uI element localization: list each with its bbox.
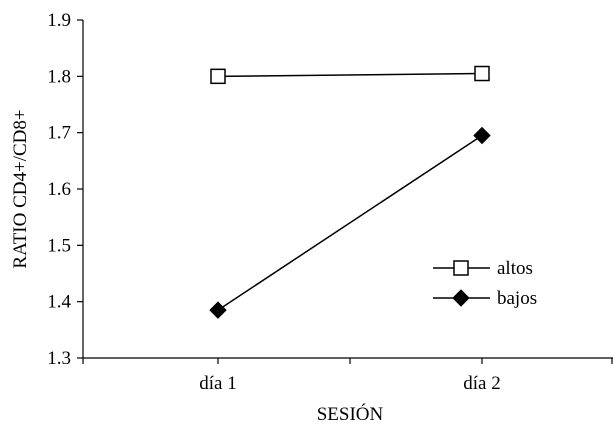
y-tick-label: 1.9	[47, 10, 71, 31]
y-ticks: 1.3 1.4 1.5 1.6 1.7 1.8 1.9	[47, 10, 83, 369]
legend-label-altos: altos	[497, 258, 533, 279]
x-tick-label: día 2	[463, 373, 500, 394]
y-tick-label: 1.4	[47, 292, 71, 313]
legend-marker-altos	[453, 260, 469, 276]
x-ticks: día 1 día 2	[82, 358, 613, 394]
legend-label-bajos: bajos	[497, 288, 537, 309]
data-point-altos	[210, 68, 226, 85]
y-tick-label: 1.5	[47, 235, 71, 256]
legend: altos bajos	[433, 258, 537, 309]
legend-marker-bajos	[452, 289, 470, 307]
x-axis-title: SESIÓN	[317, 403, 384, 425]
series-line-altos	[217, 72, 483, 78]
series-layer	[209, 65, 491, 319]
y-tick-label: 1.6	[47, 179, 71, 200]
data-point-bajos	[473, 126, 491, 145]
y-tick-label: 1.8	[47, 66, 71, 87]
y-axis-title: RATIO CD4+/CD8+	[10, 109, 31, 268]
series-altos	[210, 65, 490, 85]
series-bajos	[209, 126, 491, 319]
data-point-altos	[474, 65, 490, 82]
x-tick-label: día 1	[199, 373, 236, 394]
series-line-bajos	[217, 134, 483, 311]
data-point-bajos	[209, 301, 227, 319]
y-tick-label: 1.7	[47, 123, 71, 144]
y-tick-label: 1.3	[47, 348, 71, 369]
